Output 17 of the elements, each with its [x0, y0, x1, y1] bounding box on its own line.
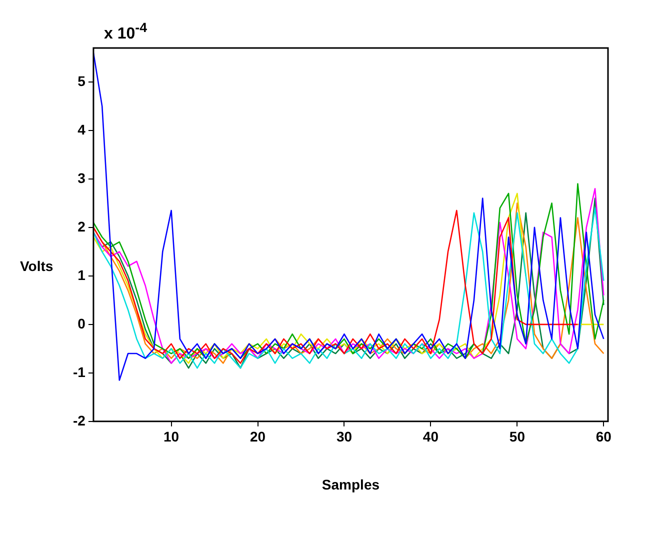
y-axis-title: Volts: [20, 258, 54, 274]
x-tick-label: 30: [336, 428, 352, 445]
x-tick-label: 40: [422, 428, 439, 445]
y-tick-label: 2: [78, 218, 86, 234]
x-tick-label: 10: [163, 428, 180, 445]
y-tick-label: 4: [78, 121, 86, 138]
x-tick-label: 50: [509, 428, 526, 445]
y-tick-label: 1: [78, 266, 86, 283]
y-tick-label: -1: [72, 364, 86, 380]
text: x 10$^{-4}$: [104, 20, 147, 44]
x-tick-label: 60: [596, 428, 612, 445]
y-tick-label: 3: [78, 170, 86, 186]
y-tick-label: 5: [78, 72, 86, 89]
y-tick-label: -2: [72, 412, 86, 428]
x-tick-label: 20: [250, 428, 266, 445]
y-tick-label: 0: [78, 315, 86, 332]
x-axis-title: Samples: [322, 476, 380, 492]
